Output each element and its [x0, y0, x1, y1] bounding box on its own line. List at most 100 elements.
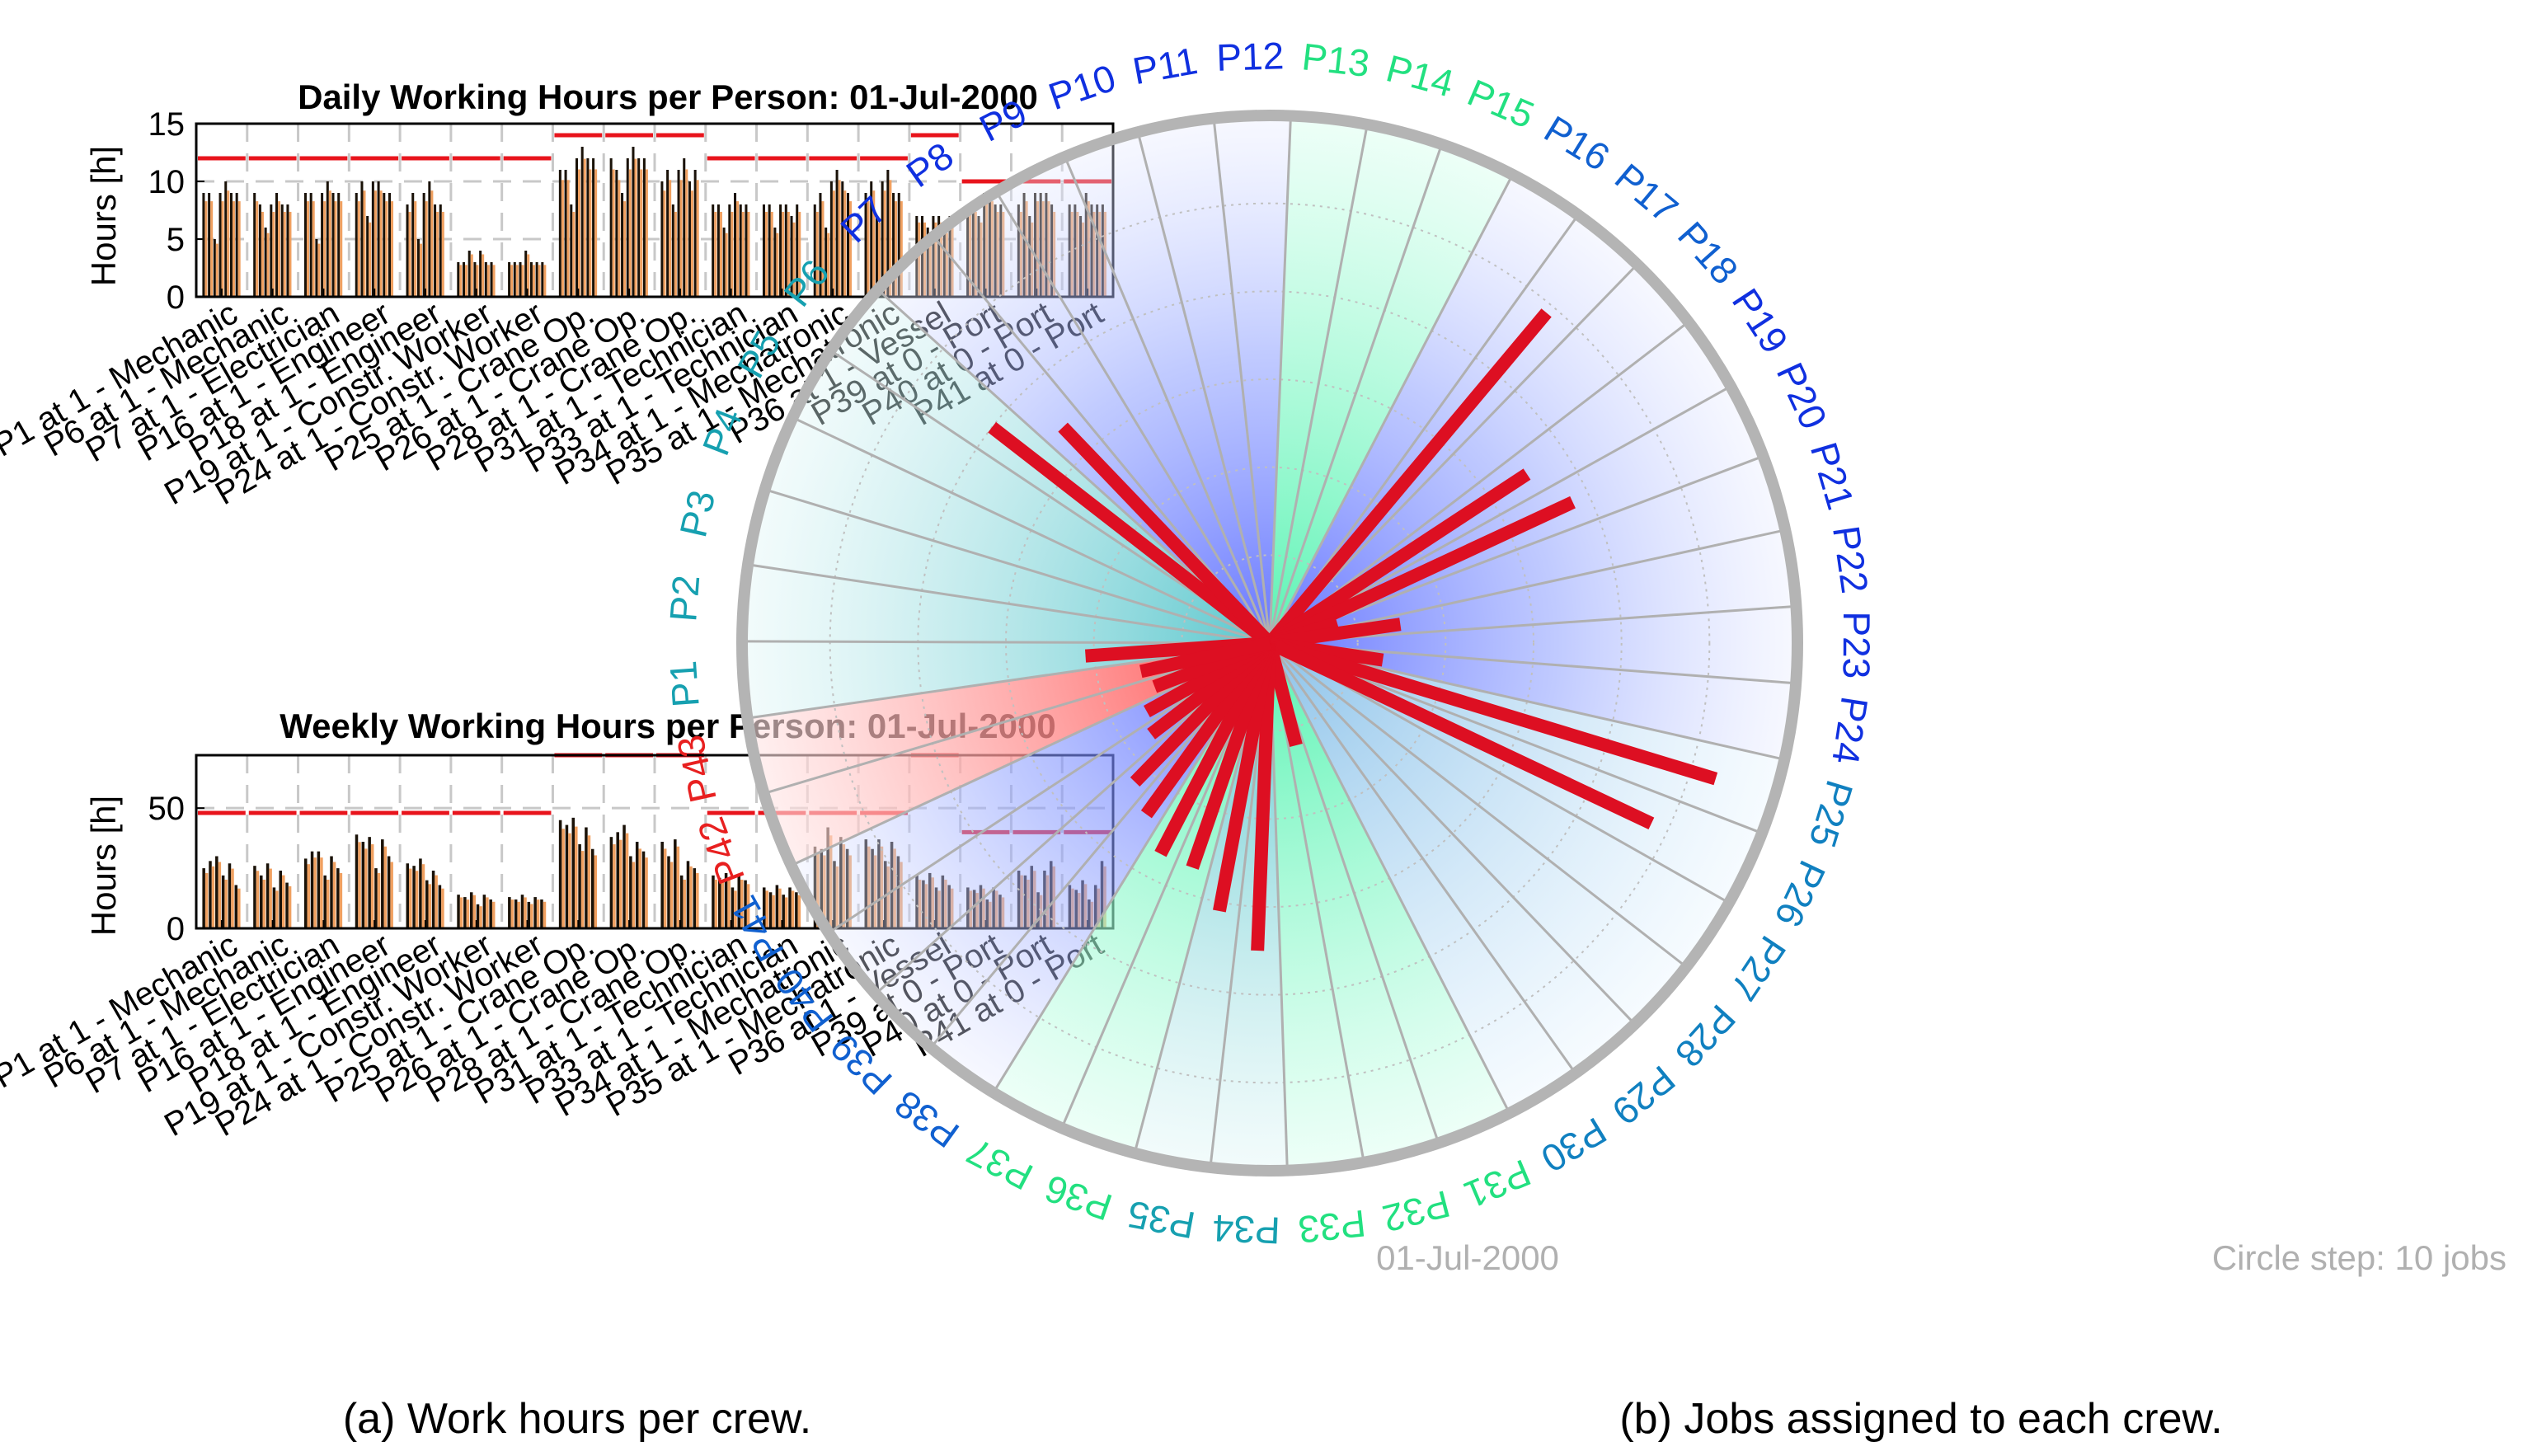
bar	[825, 228, 828, 297]
polar-spoke	[764, 488, 1271, 645]
bar-secondary	[731, 211, 734, 297]
bar-secondary	[317, 243, 321, 297]
bar-secondary	[719, 211, 722, 297]
bar-secondary	[340, 201, 343, 297]
sector-p5	[792, 350, 1270, 643]
bar	[782, 895, 785, 928]
bar	[641, 851, 646, 928]
bar	[724, 872, 728, 928]
bar	[434, 204, 437, 297]
daily-ylabel: Hours [h]	[84, 146, 123, 286]
bar	[835, 170, 839, 297]
bar	[609, 158, 613, 297]
bar	[722, 228, 726, 297]
polar-label-p18: P18	[1670, 214, 1746, 293]
bar-secondary	[521, 265, 524, 297]
bar	[489, 899, 492, 928]
bar	[762, 887, 766, 928]
bar	[864, 193, 867, 297]
bar	[841, 181, 844, 297]
bar	[286, 204, 289, 297]
polar-label-p13: P13	[1300, 35, 1372, 85]
bar	[412, 866, 416, 928]
bar-secondary	[486, 897, 489, 928]
bar	[667, 856, 670, 928]
bar	[790, 216, 793, 297]
bar	[897, 193, 900, 297]
bar-secondary	[638, 848, 641, 928]
polar-label-p1: P1	[661, 660, 707, 709]
bar	[374, 868, 378, 928]
sector-p15	[1270, 143, 1513, 643]
bar	[360, 181, 364, 297]
bar	[388, 193, 392, 297]
bar-secondary	[269, 868, 272, 928]
bar	[739, 204, 742, 297]
bar-secondary	[414, 201, 417, 297]
bar	[355, 834, 359, 928]
polar-label-p25: P25	[1801, 776, 1862, 852]
bar-secondary	[364, 848, 368, 928]
bar-secondary	[589, 169, 592, 297]
bar	[529, 262, 533, 297]
bar-secondary	[256, 201, 259, 297]
bar-secondary	[843, 190, 847, 297]
bar-secondary	[827, 232, 830, 297]
y-tick-label: 15	[148, 106, 186, 143]
bar	[514, 899, 518, 928]
bar-secondary	[623, 201, 627, 297]
bar	[609, 837, 613, 928]
bar	[371, 181, 374, 297]
bar	[482, 895, 486, 928]
bar	[285, 882, 289, 928]
bar-secondary	[283, 211, 286, 297]
sector-p21	[1270, 456, 1786, 643]
bar-secondary	[390, 862, 393, 928]
bar-secondary	[275, 890, 279, 928]
bar	[323, 875, 327, 928]
polar-label-p26: P26	[1767, 854, 1835, 933]
bar	[469, 892, 473, 928]
caption-right: (b) Jobs assigned to each crew.	[1619, 1395, 2222, 1443]
bar	[479, 251, 482, 297]
bar-secondary	[510, 265, 514, 297]
bar-secondary	[527, 254, 530, 297]
polar-label-p28: P28	[1667, 997, 1744, 1076]
bar	[317, 851, 321, 928]
bar-secondary	[543, 901, 547, 928]
bar-secondary	[725, 232, 728, 297]
bar	[660, 181, 664, 297]
bar-secondary	[900, 201, 903, 297]
bar	[431, 871, 435, 928]
bar	[616, 832, 619, 928]
bar-secondary	[645, 169, 648, 297]
sector-p18	[1270, 264, 1689, 643]
polar-bar-p6	[988, 421, 1274, 649]
y-tick-label: 0	[167, 279, 185, 316]
bar	[775, 885, 779, 928]
bar-secondary	[797, 895, 801, 928]
bar	[221, 875, 225, 928]
polar-label-p37: P37	[960, 1130, 1040, 1199]
bar	[270, 204, 273, 297]
bar-secondary	[232, 201, 235, 297]
polar-step-note: Circle step: 10 jobs	[2212, 1238, 2506, 1277]
polar-bar-p7	[1058, 422, 1275, 648]
bar-secondary	[776, 232, 779, 297]
polar-label-p27: P27	[1722, 928, 1795, 1008]
bar	[425, 880, 429, 928]
bar-secondary	[515, 265, 519, 297]
bar	[635, 842, 639, 928]
bar-secondary	[628, 169, 632, 297]
bar-secondary	[486, 265, 490, 297]
bar	[467, 251, 471, 297]
bar-secondary	[465, 265, 468, 297]
bar-secondary	[492, 265, 496, 297]
polar-bar-p25	[1267, 636, 1718, 786]
bar-secondary	[587, 835, 591, 928]
bar	[473, 262, 477, 297]
bar	[490, 262, 493, 297]
bar-secondary	[215, 243, 218, 297]
bar-secondary	[772, 895, 775, 928]
sector-p36	[1061, 643, 1270, 1153]
